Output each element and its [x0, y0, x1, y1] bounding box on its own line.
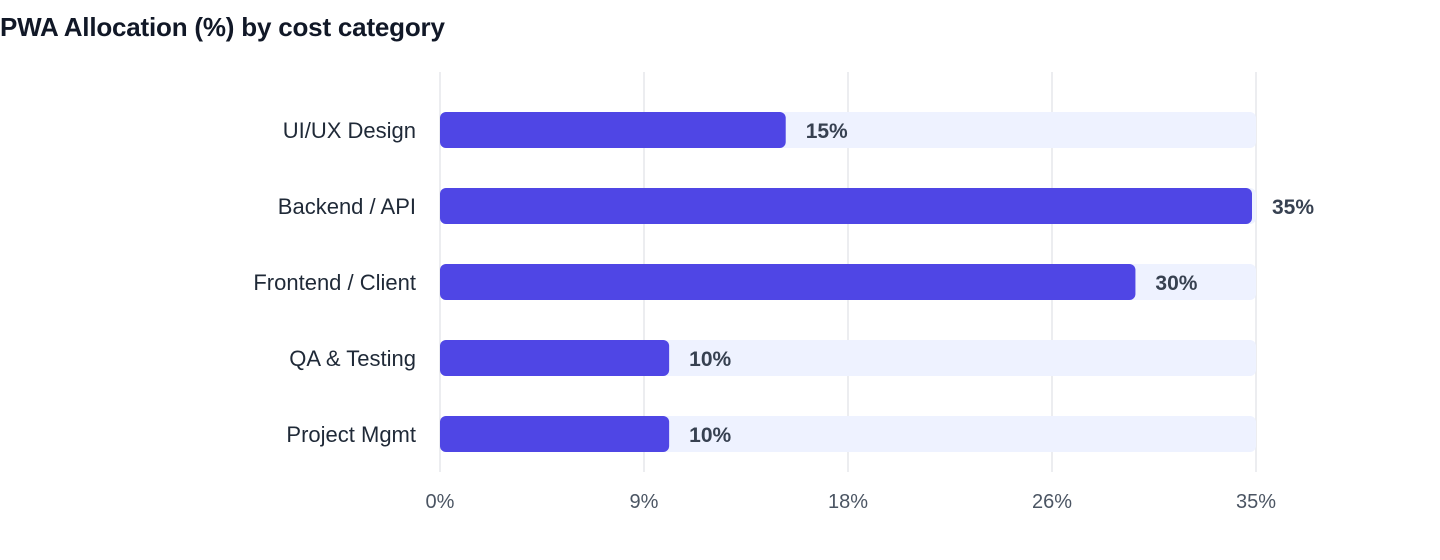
x-tick-label: 26% [1032, 491, 1072, 513]
bars: UI/UX Design 15% Backend / API 35% Frontend … [253, 112, 1314, 452]
bar-row: QA & Testing 10% [289, 340, 1256, 376]
category-label: Frontend / Client [253, 270, 416, 295]
category-label: Project Mgmt [286, 422, 416, 447]
category-label: UI/UX Design [283, 118, 416, 143]
value-label: 15% [806, 120, 848, 143]
x-tick-label: 0% [426, 491, 455, 513]
bar-row: Frontend / Client 30% [253, 264, 1256, 300]
bar [440, 112, 786, 148]
x-tick-label: 18% [828, 491, 868, 513]
bar-row: Backend / API 35% [278, 188, 1314, 224]
bar [440, 340, 670, 376]
value-label: 10% [689, 348, 731, 371]
bar [440, 416, 670, 452]
bar [440, 188, 1252, 224]
category-label: Backend / API [278, 194, 416, 219]
value-label: 35% [1272, 196, 1314, 219]
x-tick-label: 35% [1236, 491, 1276, 513]
x-axis-ticks: 0% 9% 18% 26% 35% [426, 491, 1277, 513]
chart-title: PWA Allocation (%) by cost category [0, 12, 445, 42]
x-tick-label: 9% [630, 491, 659, 513]
value-label: 10% [689, 424, 731, 447]
category-label: QA & Testing [289, 346, 416, 371]
bar [440, 264, 1136, 300]
value-label: 30% [1155, 272, 1197, 295]
bar-row: Project Mgmt 10% [286, 416, 1256, 452]
bar-row: UI/UX Design 15% [283, 112, 1256, 148]
